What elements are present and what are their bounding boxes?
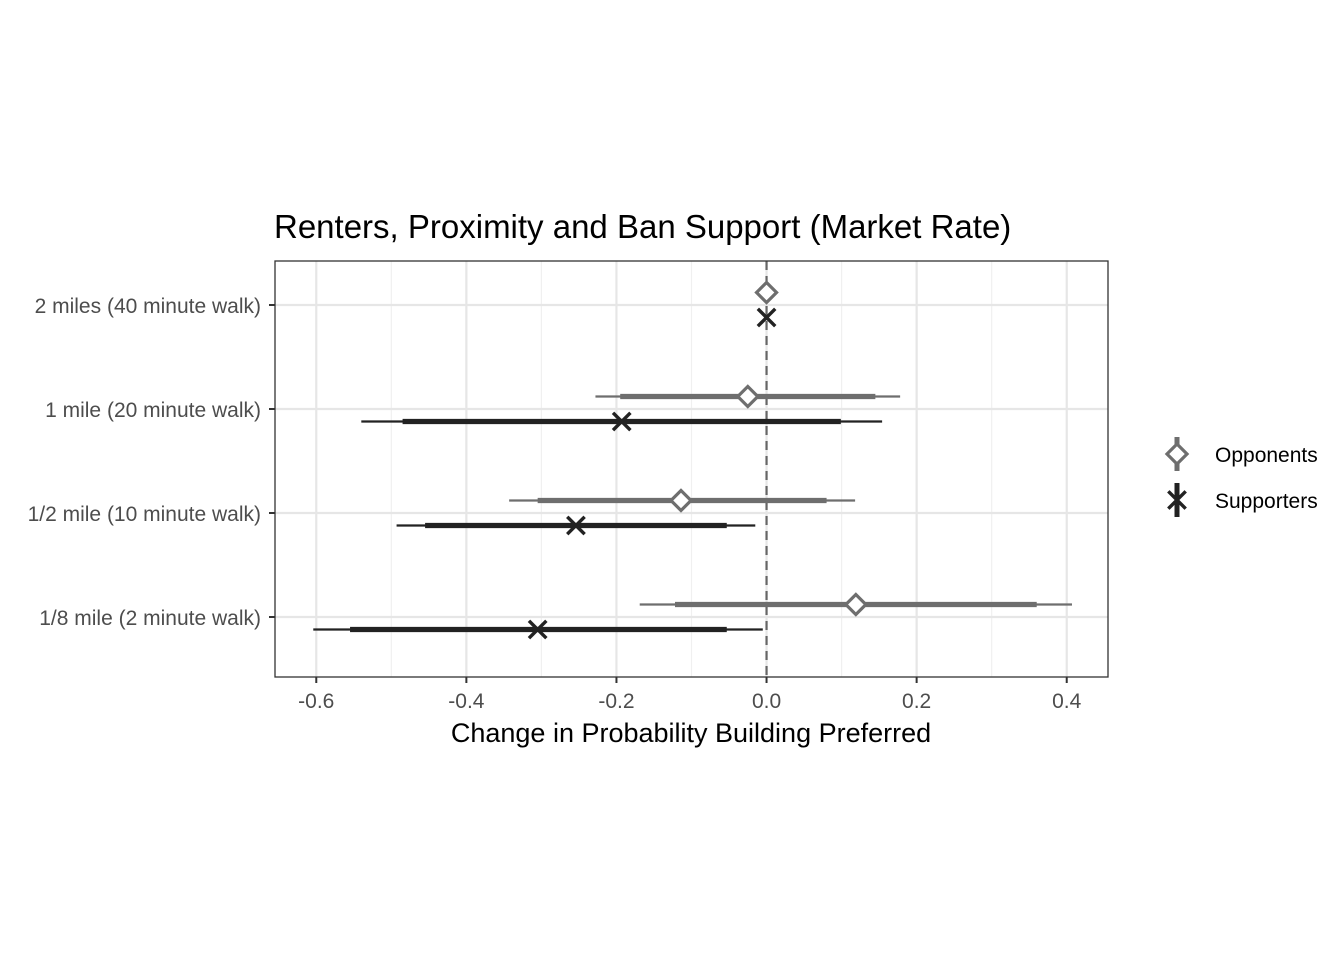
x-tick-label: 0.0 xyxy=(752,690,781,713)
legend: Opponents Supporters xyxy=(1164,437,1318,517)
chart-title: Renters, Proximity and Ban Support (Mark… xyxy=(274,208,1011,245)
x-tick-label: -0.6 xyxy=(298,690,334,713)
legend-key-opponents xyxy=(1164,441,1190,467)
opponents-point xyxy=(843,592,869,617)
y-tick-label: 1/8 mile (2 minute walk) xyxy=(39,607,261,630)
x-tick-label: 0.2 xyxy=(902,690,931,713)
y-tick-label: 1 mile (20 minute walk) xyxy=(45,399,261,422)
x-tick-label: -0.2 xyxy=(598,690,634,713)
supporters-point xyxy=(756,307,777,328)
x-marker-stroke xyxy=(1167,490,1187,510)
y-axis: 2 miles (40 minute walk) 1 mile (20 minut… xyxy=(28,295,275,630)
opponents-point xyxy=(754,280,779,305)
x-axis: -0.6 -0.4 -0.2 0.0 0.2 0.4 xyxy=(298,677,1082,713)
opponents-point xyxy=(735,384,761,409)
x-marker-stroke xyxy=(566,515,586,536)
supporters-point xyxy=(527,619,548,640)
plot-panel-border xyxy=(274,260,1109,678)
y-tick-label: 1/2 mile (10 minute walk) xyxy=(28,503,261,526)
legend-key-supporters xyxy=(1167,490,1187,510)
legend-label-supporters: Supporters xyxy=(1215,490,1318,513)
supporters-point xyxy=(566,515,586,536)
x-axis-title: Change in Probability Building Preferred xyxy=(451,718,931,748)
plot-grid xyxy=(275,261,1108,677)
x-marker-stroke xyxy=(527,619,548,640)
supporters-point xyxy=(611,411,632,432)
x-tick-label: 0.4 xyxy=(1052,690,1082,713)
opponents-point xyxy=(668,488,694,513)
x-marker-stroke xyxy=(611,411,632,432)
x-marker-stroke xyxy=(756,307,777,328)
plot-marks xyxy=(313,280,1072,640)
legend-label-opponents: Opponents xyxy=(1215,444,1318,467)
y-tick-label: 2 miles (40 minute walk) xyxy=(35,295,261,318)
x-tick-label: -0.4 xyxy=(448,690,485,713)
